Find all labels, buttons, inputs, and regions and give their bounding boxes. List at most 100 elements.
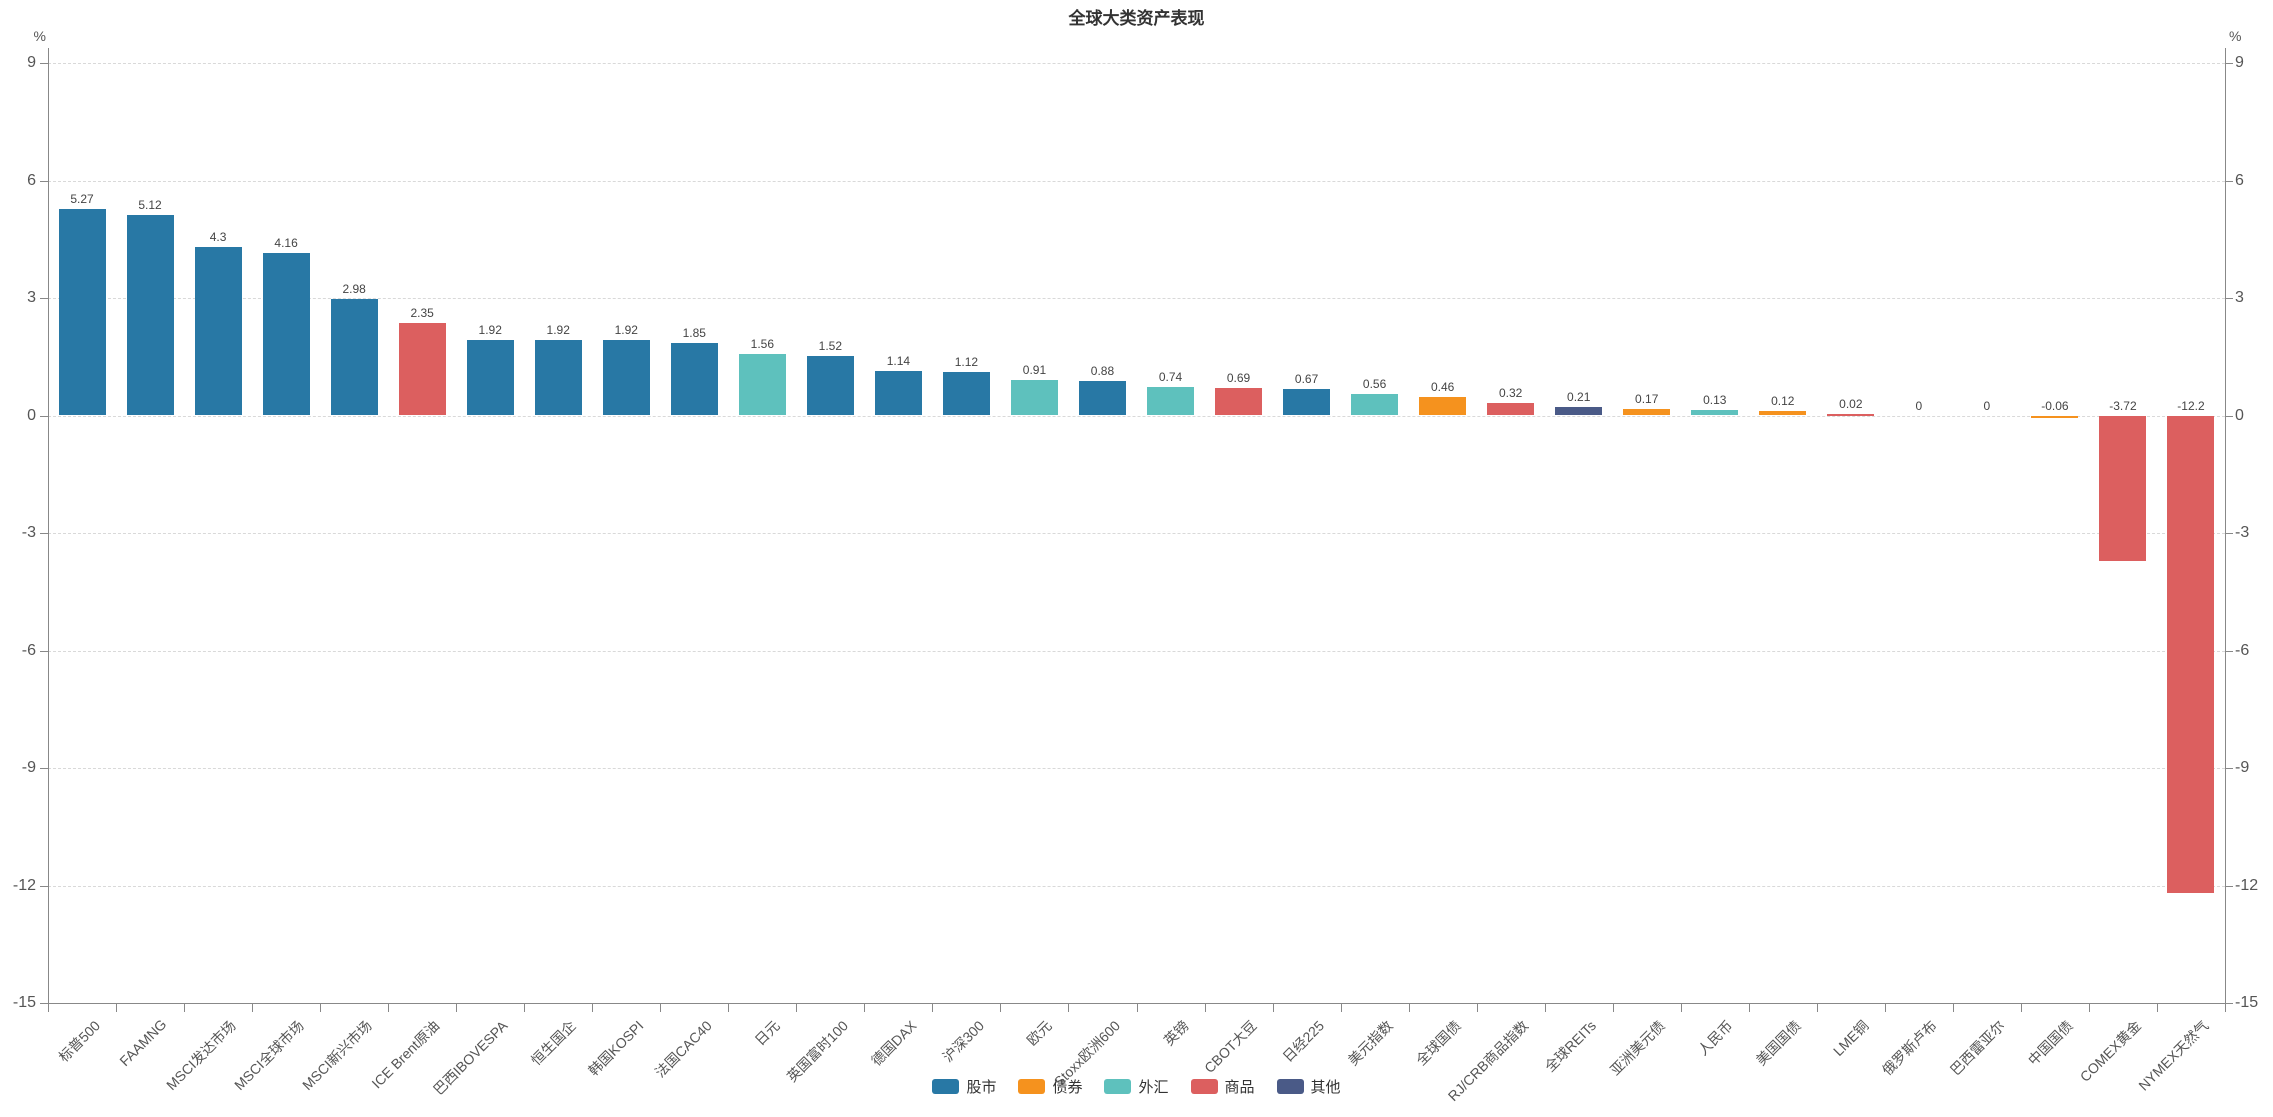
x-label-CBOT大豆: CBOT大豆 bbox=[1200, 1017, 1260, 1077]
y-tick-label-right--3: -3 bbox=[2235, 524, 2250, 541]
y-tick-label-right-6: 6 bbox=[2235, 171, 2244, 189]
value-label-德国DAX: 1.14 bbox=[886, 353, 911, 368]
y-tick-label-right-0: 0 bbox=[2235, 406, 2244, 424]
legend-swatch-商品 bbox=[1190, 1079, 1218, 1094]
bar-MSCI全球市场[interactable] bbox=[262, 252, 310, 416]
legend-item-外汇[interactable]: 外汇 bbox=[1104, 1076, 1169, 1097]
bar-CBOT大豆[interactable] bbox=[1215, 388, 1263, 416]
y-tick-label-left--3: -3 bbox=[21, 524, 36, 541]
bar-巴西IBOVESPA[interactable] bbox=[466, 340, 514, 416]
bar-全球REITs[interactable] bbox=[1555, 407, 1603, 416]
bar-Stoxx欧洲600[interactable] bbox=[1078, 381, 1126, 416]
x-axis-tick-6 bbox=[456, 1003, 458, 1012]
legend-item-商品[interactable]: 商品 bbox=[1190, 1076, 1255, 1097]
value-label-全球REITs: 0.21 bbox=[1567, 390, 1591, 405]
bar-日经225[interactable] bbox=[1283, 389, 1331, 416]
y-tick-label-left-3: 3 bbox=[27, 289, 36, 306]
x-axis-tick-20 bbox=[1408, 1003, 1410, 1012]
bar-FAAMNG[interactable] bbox=[126, 214, 174, 416]
x-axis-tick-19 bbox=[1340, 1003, 1342, 1012]
legend-label-股市: 股市 bbox=[966, 1079, 997, 1096]
legend-item-债券[interactable]: 债券 bbox=[1018, 1076, 1082, 1097]
y-tick-right-9 bbox=[2225, 63, 2233, 64]
x-label-全球REITs: 全球REITs bbox=[1541, 1017, 1600, 1075]
value-label-日经225: 0.67 bbox=[1294, 372, 1319, 387]
gridline--12 bbox=[48, 885, 2225, 887]
bar-欧元[interactable] bbox=[1010, 379, 1058, 416]
value-label-韩国KOSPI: 1.92 bbox=[614, 323, 638, 338]
y-tick-right--9 bbox=[2225, 768, 2233, 769]
x-label-俄罗斯卢布: 俄罗斯卢布 bbox=[1878, 1017, 1940, 1079]
bar-德国DAX[interactable] bbox=[874, 370, 922, 416]
bar-法国CAC40[interactable] bbox=[670, 343, 718, 416]
y-tick-right-0 bbox=[2225, 415, 2233, 417]
x-axis-tick-29 bbox=[2020, 1003, 2022, 1012]
legend: 股市 债券 外汇 商品 其他 bbox=[0, 1076, 2273, 1097]
bar-全球国债[interactable] bbox=[1419, 397, 1467, 416]
y-tick-left-0 bbox=[40, 415, 48, 417]
legend-item-其他[interactable]: 其他 bbox=[1276, 1076, 1341, 1097]
value-label-恒生国企: 1.92 bbox=[546, 323, 570, 338]
x-label-德国DAX: 德国DAX bbox=[867, 1017, 920, 1069]
y-tick-label-right--9: -9 bbox=[2235, 759, 2250, 776]
value-label-亚洲美元债: 0.17 bbox=[1635, 391, 1659, 406]
value-label-俄罗斯卢布: 0 bbox=[1915, 398, 1923, 413]
value-label-NYMEX天然气: -12.2 bbox=[2177, 398, 2205, 413]
bar-NYMEX天然气[interactable] bbox=[2167, 415, 2215, 894]
x-label-欧元: 欧元 bbox=[1024, 1017, 1056, 1049]
bar-亚洲美元债[interactable] bbox=[1623, 408, 1671, 416]
value-label-Stoxx欧洲600: 0.88 bbox=[1090, 364, 1115, 379]
x-label-标普500: 标普500 bbox=[55, 1017, 103, 1066]
y-tick-label-right-3: 3 bbox=[2235, 289, 2244, 306]
gridline-0 bbox=[48, 415, 2225, 417]
y-tick-label-right--6: -6 bbox=[2235, 641, 2250, 659]
gridline--9 bbox=[48, 768, 2225, 769]
y-tick-left-3 bbox=[40, 298, 48, 299]
x-label-LME铜: LME铜 bbox=[1829, 1017, 1872, 1059]
bar-美国国债[interactable] bbox=[1759, 410, 1807, 416]
x-label-恒生国企: 恒生国企 bbox=[528, 1017, 579, 1069]
bar-恒生国企[interactable] bbox=[534, 340, 582, 416]
bar-RJ/CRB商品指数[interactable] bbox=[1487, 402, 1535, 416]
legend-item-股市[interactable]: 股市 bbox=[932, 1076, 996, 1097]
bar-韩国KOSPI[interactable] bbox=[602, 340, 650, 416]
bar-MSCI新兴市场[interactable] bbox=[330, 298, 378, 416]
value-label-ICE Brent原油: 2.35 bbox=[410, 306, 434, 321]
x-axis-tick-2 bbox=[184, 1003, 186, 1012]
bar-人民币[interactable] bbox=[1691, 410, 1739, 416]
bar-英镑[interactable] bbox=[1147, 386, 1195, 416]
x-axis-tick-31 bbox=[2156, 1003, 2158, 1012]
x-axis-tick-27 bbox=[1884, 1003, 1886, 1012]
x-axis-tick-0 bbox=[48, 1003, 49, 1012]
y-tick-right-3 bbox=[2225, 298, 2233, 299]
bar-日元[interactable] bbox=[738, 354, 786, 416]
value-label-中国国债: -0.06 bbox=[2041, 398, 2069, 413]
legend-swatch-股市 bbox=[932, 1079, 960, 1094]
bar-LME铜[interactable] bbox=[1827, 413, 1875, 416]
y-tick-right--15 bbox=[2225, 1003, 2233, 1004]
x-axis-tick-24 bbox=[1680, 1003, 1682, 1012]
gridline-6 bbox=[48, 180, 2225, 182]
value-label-英镑: 0.74 bbox=[1158, 369, 1183, 384]
bar-美元指数[interactable] bbox=[1351, 393, 1399, 416]
bar-ICE Brent原油[interactable] bbox=[398, 323, 446, 416]
gridline-3 bbox=[48, 298, 2225, 299]
bar-沪深300[interactable] bbox=[942, 371, 990, 416]
value-label-巴西雷亚尔: 0 bbox=[1983, 398, 1991, 413]
value-label-标普500: 5.27 bbox=[70, 192, 94, 207]
x-axis-tick-15 bbox=[1068, 1003, 1070, 1012]
y-axis-left bbox=[48, 48, 49, 1003]
bar-COMEX黄金[interactable] bbox=[2099, 415, 2147, 562]
bar-英国富时100[interactable] bbox=[806, 355, 854, 416]
x-label-全球国债: 全球国债 bbox=[1412, 1017, 1464, 1069]
bar-标普500[interactable] bbox=[58, 209, 106, 416]
bar-MSCI发达市场[interactable] bbox=[194, 247, 242, 416]
bar-中国国债[interactable] bbox=[2031, 415, 2079, 418]
x-axis-tick-30 bbox=[2088, 1003, 2090, 1012]
y-axis-right bbox=[2225, 48, 2226, 1003]
value-label-CBOT大豆: 0.69 bbox=[1226, 371, 1251, 386]
value-label-欧元: 0.91 bbox=[1022, 362, 1047, 377]
x-axis-tick-5 bbox=[388, 1003, 390, 1012]
x-axis-tick-25 bbox=[1748, 1003, 1750, 1012]
